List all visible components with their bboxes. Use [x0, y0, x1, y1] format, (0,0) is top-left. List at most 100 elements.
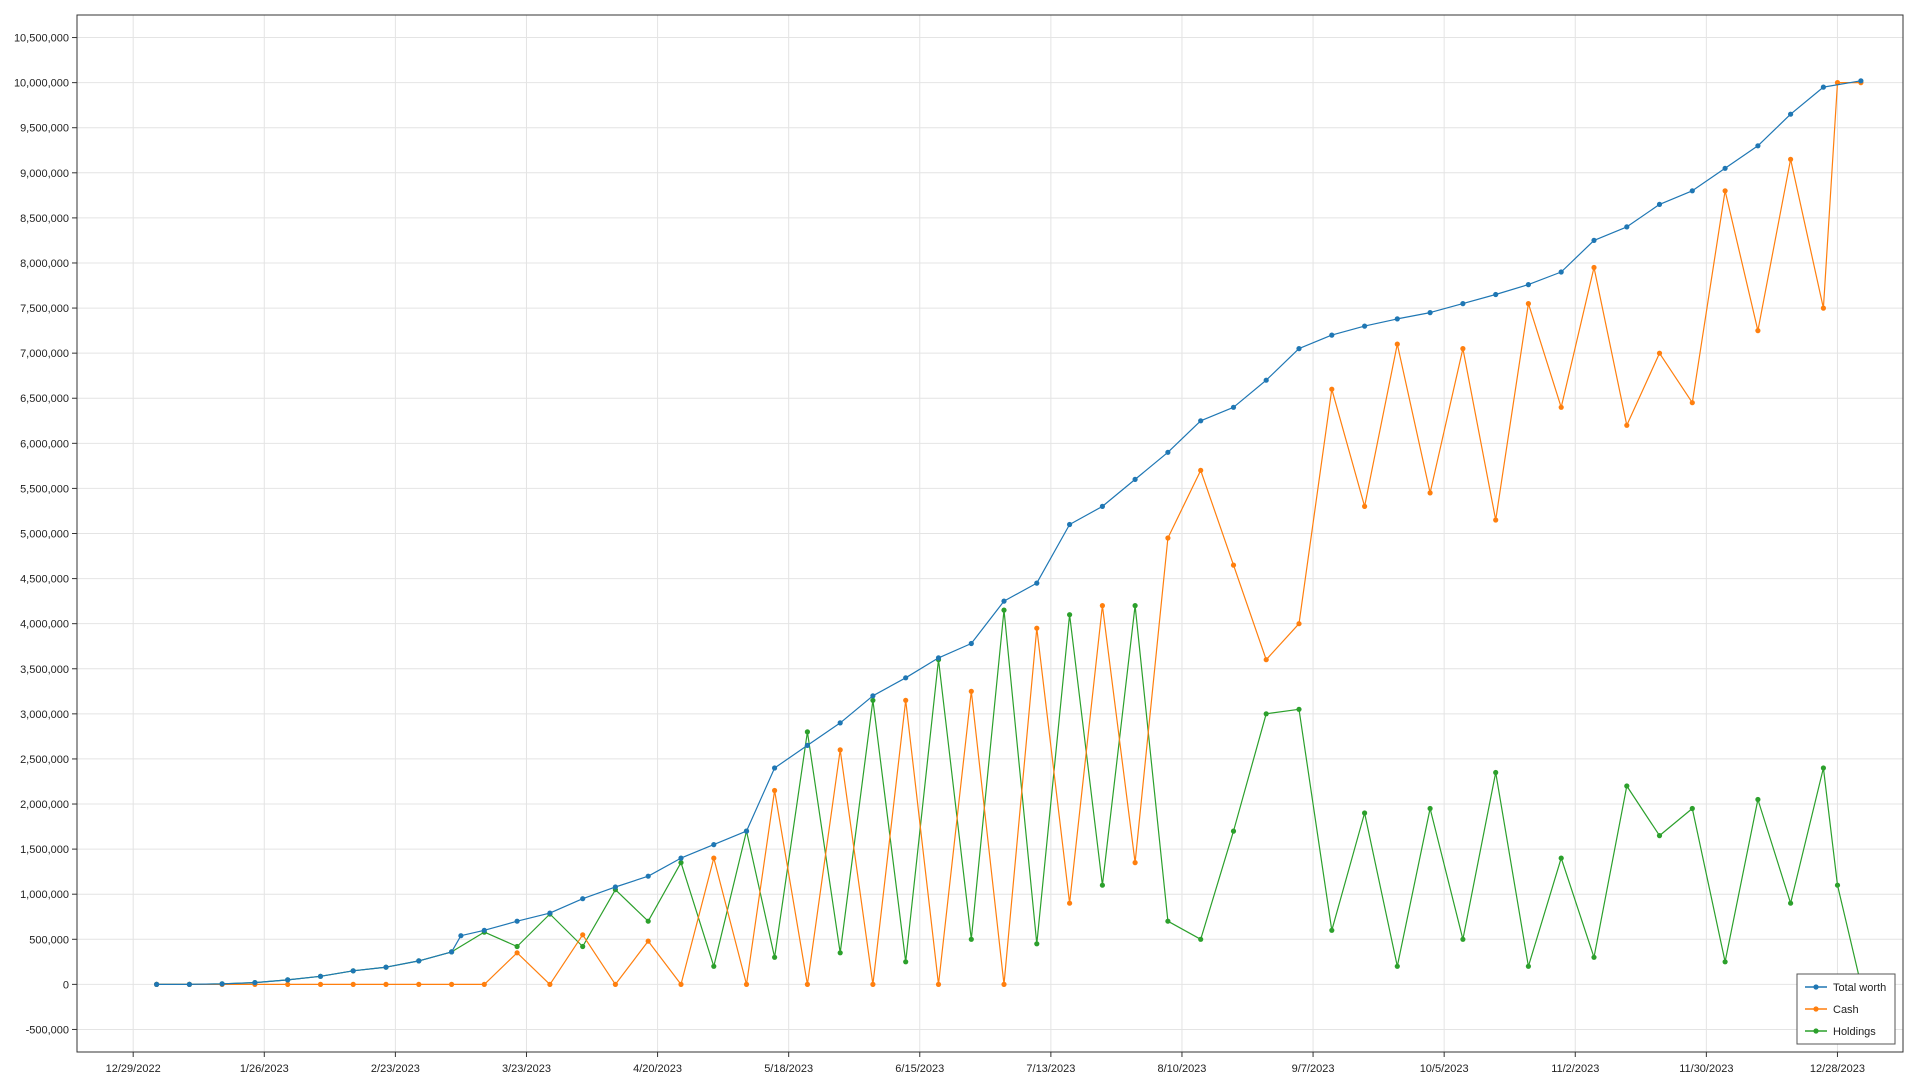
- data-point: [1263, 711, 1269, 717]
- y-tick-label: 2,000,000: [20, 799, 69, 811]
- data-point: [1656, 350, 1663, 356]
- data-point: [968, 936, 974, 942]
- data-point: [1755, 143, 1761, 149]
- data-point: [416, 958, 422, 964]
- data-point: [1165, 535, 1171, 541]
- data-point: [1689, 805, 1695, 812]
- data-point: [1722, 959, 1728, 965]
- data-point: [1099, 503, 1105, 509]
- data-point: [1001, 598, 1007, 604]
- legend-items: Total worth Cash Holdings: [1805, 982, 1886, 1038]
- data-point: [870, 981, 876, 988]
- data-point: [1067, 612, 1073, 618]
- data-point: [645, 938, 651, 944]
- data-point: [678, 981, 684, 988]
- y-tick-label: 500,000: [29, 934, 69, 946]
- data-point: [1296, 706, 1302, 712]
- legend-swatch-marker: [1813, 1006, 1819, 1012]
- y-tick-label: 9,000,000: [20, 168, 69, 180]
- data-point: [1263, 657, 1269, 663]
- data-point: [1132, 476, 1138, 482]
- data-point: [1624, 224, 1630, 230]
- data-point: [1656, 833, 1663, 839]
- series-total-worth: [154, 78, 1864, 988]
- data-point: [1493, 291, 1499, 298]
- data-point: [1525, 963, 1531, 969]
- data-point: [1493, 769, 1499, 776]
- data-point: [383, 981, 389, 988]
- data-point: [804, 742, 811, 749]
- y-tick-label: 3,000,000: [20, 709, 69, 721]
- data-point: [935, 655, 942, 661]
- data-point: [1230, 828, 1237, 834]
- data-point: [514, 918, 520, 924]
- y-axis: -500,000 0 500,000 1,000,000 1,500,000 2,000,…: [14, 33, 77, 1036]
- legend-swatch-marker: [1813, 984, 1819, 990]
- data-point: [1394, 963, 1400, 969]
- data-point: [1099, 603, 1105, 609]
- data-point: [1198, 936, 1204, 942]
- data-point: [1067, 521, 1073, 528]
- data-point: [580, 943, 586, 950]
- data-point: [1329, 332, 1335, 338]
- data-point: [1689, 400, 1695, 406]
- data-point: [743, 828, 750, 834]
- data-point: [1329, 386, 1335, 392]
- data-point: [1834, 882, 1841, 888]
- y-tick-label: 1,500,000: [20, 844, 69, 856]
- data-point: [1394, 341, 1400, 347]
- x-tick-label: 9/7/2023: [1292, 1063, 1335, 1075]
- y-tick-label: 1,000,000: [20, 889, 69, 901]
- data-point: [449, 981, 455, 988]
- data-point: [1788, 111, 1794, 117]
- data-point: [903, 697, 909, 703]
- data-point: [743, 981, 750, 988]
- data-point: [514, 943, 520, 950]
- data-point: [1558, 404, 1564, 410]
- data-point: [1198, 418, 1204, 424]
- data-point: [186, 981, 192, 988]
- data-point: [1263, 377, 1269, 383]
- data-point: [547, 910, 553, 916]
- legend-swatch-marker: [1813, 1028, 1819, 1034]
- legend-item: Cash: [1805, 1004, 1859, 1016]
- data-point: [1858, 78, 1864, 84]
- data-point: [1001, 981, 1007, 988]
- data-point: [870, 693, 876, 699]
- data-point: [1722, 188, 1728, 194]
- data-point: [1788, 900, 1794, 906]
- data-point: [1034, 580, 1040, 586]
- y-tick-label: 2,500,000: [20, 754, 69, 766]
- x-tick-label: 3/23/2023: [502, 1063, 551, 1075]
- data-point: [1132, 603, 1138, 609]
- data-point: [1689, 188, 1695, 194]
- y-tick-label: 4,500,000: [20, 574, 69, 586]
- legend-label: Cash: [1833, 1004, 1859, 1016]
- data-point: [903, 959, 909, 965]
- data-point: [285, 977, 291, 983]
- y-tick-label: 6,000,000: [20, 438, 69, 450]
- data-point: [350, 981, 356, 988]
- x-tick-label: 2/23/2023: [371, 1063, 420, 1075]
- data-point: [772, 765, 778, 771]
- data-point: [317, 981, 324, 988]
- legend-item: Total worth: [1805, 982, 1886, 994]
- data-point: [837, 720, 843, 726]
- data-point: [772, 787, 778, 794]
- data-point: [1591, 264, 1597, 271]
- data-point: [1427, 490, 1433, 496]
- data-point: [1656, 201, 1663, 207]
- data-point: [1165, 449, 1171, 455]
- data-point: [219, 981, 225, 987]
- series-line: [156, 80, 1861, 986]
- data-point: [1034, 625, 1040, 631]
- data-point: [285, 981, 291, 988]
- data-point: [968, 688, 974, 694]
- y-tick-label: 6,500,000: [20, 393, 69, 405]
- x-tick-label: 4/20/2023: [633, 1063, 682, 1075]
- data-point: [416, 981, 422, 988]
- data-point: [1722, 165, 1728, 171]
- x-tick-label: 1/26/2023: [240, 1063, 289, 1075]
- data-point: [772, 954, 778, 960]
